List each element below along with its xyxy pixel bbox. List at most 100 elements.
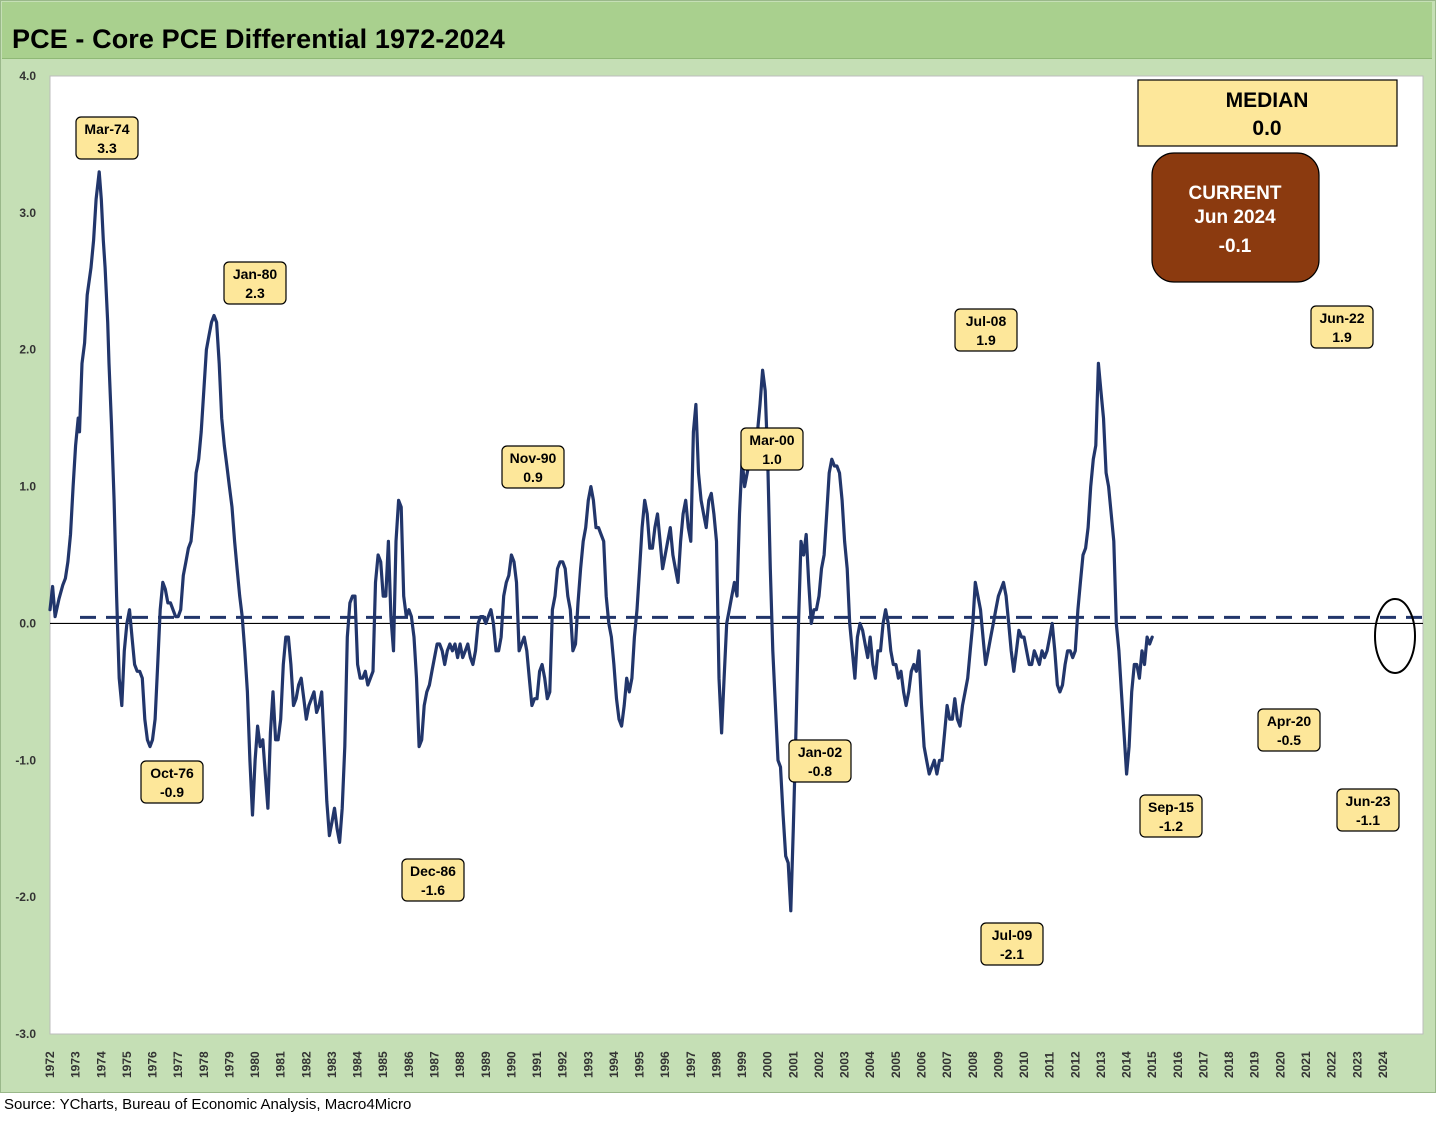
callout-box [140, 760, 204, 804]
callout-jun-22: Jun-22 1.9 [1310, 305, 1374, 349]
callout-oct-76: Oct-76 -0.9 [140, 760, 204, 804]
x-tick-label: 2016 [1171, 1051, 1185, 1078]
callout-value: 0.9 [523, 469, 543, 485]
x-tick-label: 1990 [504, 1051, 518, 1078]
x-tick-label: 2007 [940, 1051, 954, 1078]
median-box: MEDIAN 0.0 [1137, 79, 1398, 147]
x-tick-label: 2019 [1248, 1051, 1262, 1078]
x-tick-label: 1980 [248, 1051, 262, 1078]
callout-box [954, 308, 1018, 352]
x-tick-label: 1984 [351, 1051, 365, 1078]
x-tick-label: 1973 [69, 1051, 83, 1078]
callout-date: Jan-02 [798, 744, 843, 760]
y-tick-label: -1.0 [15, 753, 36, 767]
callout-box [223, 261, 287, 305]
x-tick-label: 1987 [427, 1051, 441, 1078]
x-tick-label: 1995 [633, 1051, 647, 1078]
current-label: CURRENT [1189, 183, 1282, 204]
x-tick-label: 1974 [94, 1051, 108, 1078]
x-tick-label: 1993 [581, 1051, 595, 1078]
callout-jul-09: Jul-09 -2.1 [980, 922, 1044, 966]
y-tick-label: 4.0 [19, 69, 36, 83]
callout-value: 1.9 [1332, 329, 1352, 345]
callout-apr-20: Apr-20 -0.5 [1257, 708, 1321, 752]
current-value: -0.1 [1219, 236, 1252, 257]
current-box: CURRENT Jun 2024 -0.1 [1151, 152, 1320, 283]
x-tick-label: 1972 [43, 1051, 57, 1078]
callout-box [1310, 305, 1374, 349]
x-tick-label: 1994 [607, 1051, 621, 1078]
callout-date: Jul-08 [966, 313, 1007, 329]
callout-box [788, 739, 852, 783]
callout-date: Jun-23 [1345, 793, 1390, 809]
x-tick-label: 1988 [453, 1051, 467, 1078]
x-tick-label: 1999 [735, 1051, 749, 1078]
y-tick-label: 1.0 [19, 480, 36, 494]
x-tick-label: 2024 [1376, 1051, 1390, 1078]
current-highlight-circle [1374, 598, 1416, 674]
callout-value: 1.9 [976, 332, 996, 348]
callout-value: -1.1 [1356, 812, 1380, 828]
callout-jun-23: Jun-23 -1.1 [1336, 788, 1400, 832]
annotations: Mar-74 3.3 Oct-76 -0.9 Jan-80 2.3 Dec-86 -1.6 No… [75, 116, 1400, 966]
callout-value: -0.5 [1277, 732, 1301, 748]
x-tick-label: 1979 [222, 1051, 236, 1078]
x-tick-label: 2008 [966, 1051, 980, 1078]
x-tick-label: 2001 [786, 1051, 800, 1078]
x-tick-label: 1989 [479, 1051, 493, 1078]
y-tick-label: 3.0 [19, 206, 36, 220]
callout-dec-86: Dec-86 -1.6 [401, 858, 465, 902]
callout-box [501, 445, 565, 489]
x-tick-label: 2004 [863, 1051, 877, 1078]
callout-date: Oct-76 [150, 765, 194, 781]
callout-date: Nov-90 [510, 450, 557, 466]
title-bar [2, 2, 1432, 59]
x-tick-label: 2015 [1145, 1051, 1159, 1078]
x-tick-label: 1996 [658, 1051, 672, 1078]
callout-jan-80: Jan-80 2.3 [223, 261, 287, 305]
x-tick-label: 2011 [1043, 1052, 1057, 1078]
callout-date: Jan-80 [233, 266, 278, 282]
x-tick-label: 1983 [325, 1051, 339, 1078]
x-tick-label: 1992 [556, 1051, 570, 1078]
callout-box [1336, 788, 1400, 832]
callout-value: -1.2 [1159, 818, 1183, 834]
callout-box [980, 922, 1044, 966]
callout-date: Apr-20 [1267, 713, 1312, 729]
callout-box [401, 858, 465, 902]
x-tick-label: 2014 [1120, 1051, 1134, 1078]
callout-date: Mar-00 [749, 432, 794, 448]
x-tick-label: 2002 [812, 1051, 826, 1078]
y-tick-label: -3.0 [15, 1027, 36, 1041]
x-tick-label: 2023 [1350, 1051, 1364, 1078]
x-tick-label: 1981 [274, 1051, 288, 1078]
callout-date: Sep-15 [1148, 799, 1194, 815]
x-tick-label: 1976 [146, 1051, 160, 1078]
x-tick-label: 2006 [915, 1051, 929, 1078]
callout-jul-08: Jul-08 1.9 [954, 308, 1018, 352]
callout-box [1257, 708, 1321, 752]
callout-date: Jun-22 [1319, 310, 1364, 326]
x-tick-label: 2013 [1094, 1051, 1108, 1078]
callout-value: -0.8 [808, 763, 832, 779]
callout-nov-90: Nov-90 0.9 [501, 445, 565, 489]
chart-svg: 4.0 3.0 2.0 1.0 0.0 -1.0 -2.0 -3.0 1972 1973 1974… [15, 69, 1424, 1078]
y-axis: 4.0 3.0 2.0 1.0 0.0 -1.0 -2.0 -3.0 [15, 69, 36, 1041]
callout-box [1139, 794, 1203, 838]
callout-mar-74: Mar-74 3.3 [75, 116, 139, 160]
x-tick-label: 1975 [120, 1051, 134, 1078]
x-tick-label: 1991 [530, 1051, 544, 1078]
callout-value: -0.9 [160, 784, 184, 800]
x-tick-label: 2022 [1325, 1051, 1339, 1078]
y-tick-label: 0.0 [19, 616, 36, 630]
x-tick-label: 2020 [1273, 1051, 1287, 1078]
x-tick-label: 2003 [838, 1051, 852, 1078]
callout-date: Jul-09 [992, 927, 1033, 943]
series-line [48, 170, 1154, 913]
callout-box [740, 427, 804, 471]
y-tick-label: -2.0 [15, 890, 36, 904]
x-axis: 1972 1973 1974 1975 1976 1977 1978 1979 1980 1981… [43, 1051, 1390, 1078]
x-tick-label: 1978 [197, 1051, 211, 1078]
x-tick-label: 2010 [1017, 1051, 1031, 1078]
callout-date: Mar-74 [84, 121, 129, 137]
